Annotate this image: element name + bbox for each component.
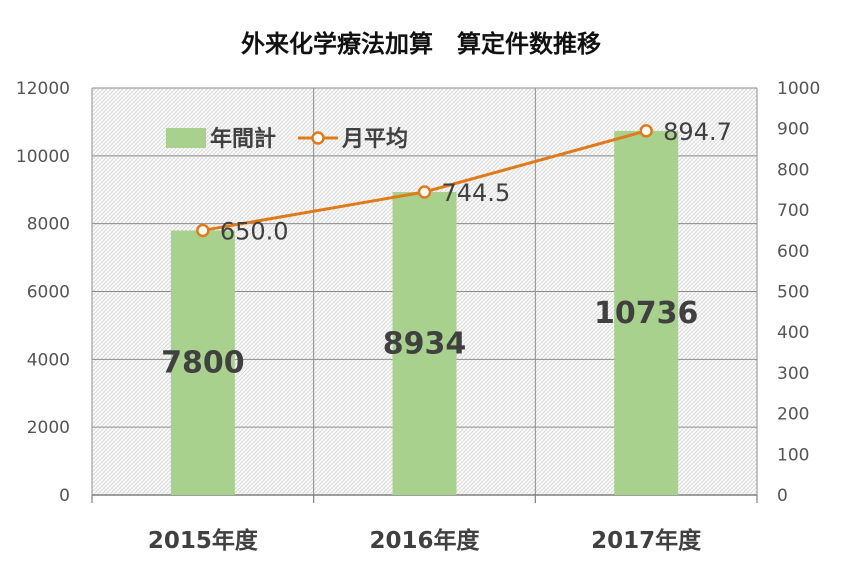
left-tick-label: 10000	[16, 147, 70, 167]
category-label: 2017年度	[591, 527, 702, 554]
bar-value-label: 7800	[161, 346, 245, 381]
right-tick-label: 0	[777, 486, 788, 506]
right-axis: 0 100 200 300 400 500 600 700 800 900 1000	[777, 79, 820, 506]
line-point	[196, 223, 210, 238]
right-tick-label: 100	[777, 445, 809, 465]
bar-value-label: 10736	[594, 296, 698, 331]
x-axis: 2015年度 2016年度 2017年度	[148, 527, 702, 554]
legend-label-bar: 年間計	[210, 126, 276, 152]
legend-marker	[311, 131, 325, 145]
chart-title: 外来化学療法加算 算定件数推移	[241, 30, 601, 58]
legend: 年間計 月平均	[166, 126, 408, 152]
right-tick-label: 200	[777, 405, 809, 425]
line-value-label: 744.5	[442, 179, 511, 207]
line-series: 650.0 744.5 894.7	[196, 118, 732, 245]
bar-series: 7800 8934 10736	[161, 130, 698, 495]
bar	[392, 191, 457, 495]
legend-label-line: 月平均	[341, 126, 408, 152]
left-tick-label: 0	[59, 486, 70, 506]
right-tick-label: 300	[777, 364, 809, 384]
right-tick-label: 400	[777, 323, 809, 343]
right-tick-label: 500	[777, 283, 809, 303]
left-tick-label: 6000	[27, 283, 70, 303]
left-tick-label: 4000	[27, 350, 70, 370]
category-label: 2016年度	[369, 527, 480, 554]
right-tick-label: 1000	[777, 79, 820, 99]
right-tick-label: 700	[777, 201, 809, 221]
right-tick-label: 900	[777, 120, 809, 140]
right-tick-label: 600	[777, 242, 809, 262]
bar	[614, 130, 679, 495]
legend-swatch-bar	[166, 128, 206, 148]
line-point	[417, 185, 432, 199]
left-axis: 0 2000 4000 6000 8000 10000 12000	[16, 79, 70, 506]
right-tick-label: 800	[777, 160, 809, 180]
category-label: 2015年度	[148, 527, 259, 554]
left-tick-label: 8000	[27, 215, 70, 235]
left-tick-label: 12000	[16, 79, 70, 99]
left-tick-label: 2000	[27, 418, 70, 438]
bar-value-label: 8934	[383, 326, 467, 361]
line-point	[639, 124, 653, 138]
bar	[170, 230, 235, 495]
line-value-label: 650.0	[220, 217, 289, 245]
line-value-label: 894.7	[663, 118, 732, 146]
